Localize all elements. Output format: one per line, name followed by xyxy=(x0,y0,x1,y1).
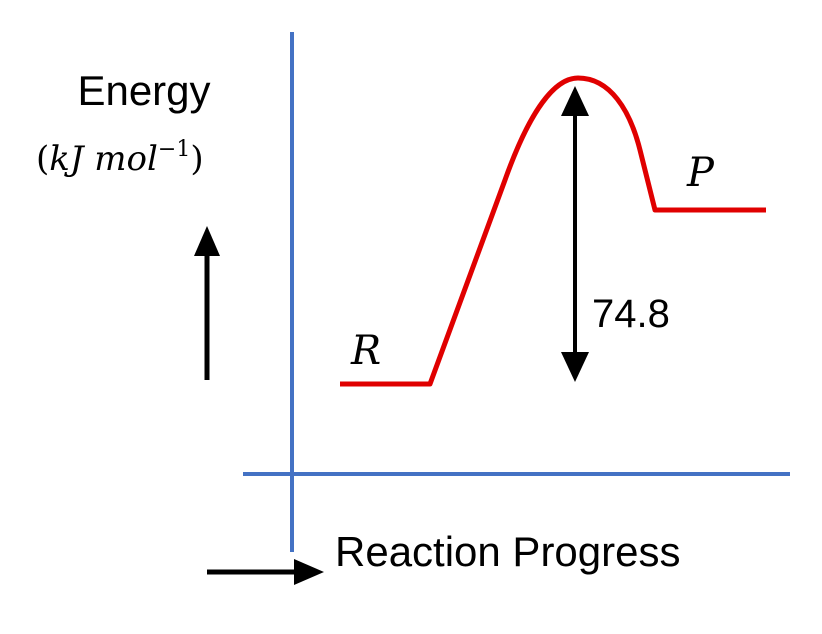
progress-direction-arrow xyxy=(207,559,324,585)
activation-energy-value: 74.8 xyxy=(592,292,670,336)
reactant-label: R xyxy=(350,328,381,374)
product-label: P xyxy=(686,150,715,196)
x-axis-label: Reaction Progress xyxy=(335,528,681,575)
activation-energy-arrow xyxy=(561,86,589,382)
energy-label: Energy xyxy=(77,67,210,114)
energy-unit-label: (kJ mol−1) xyxy=(36,137,204,179)
arrowhead-down xyxy=(561,352,589,382)
energy-direction-arrow xyxy=(194,226,220,380)
energy-profile-curve xyxy=(340,75,766,387)
arrowhead-up xyxy=(561,86,589,116)
